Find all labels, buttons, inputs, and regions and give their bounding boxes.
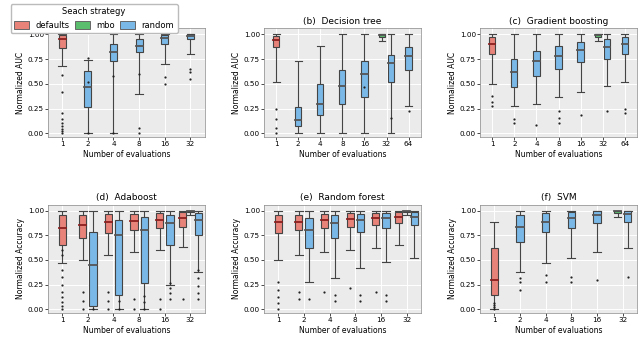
X-axis label: Number of evaluations: Number of evaluations bbox=[299, 326, 386, 335]
Bar bbox=[339, 70, 346, 104]
Bar bbox=[331, 215, 339, 238]
Bar bbox=[90, 232, 97, 307]
Bar bbox=[489, 37, 495, 54]
Bar bbox=[614, 210, 621, 214]
Bar bbox=[105, 214, 112, 233]
Bar bbox=[58, 35, 66, 48]
Bar bbox=[110, 44, 117, 61]
Bar bbox=[273, 36, 279, 47]
Bar bbox=[84, 71, 92, 106]
Bar bbox=[556, 46, 561, 69]
Bar bbox=[356, 214, 364, 232]
Y-axis label: Normalized Accuracy: Normalized Accuracy bbox=[232, 219, 241, 299]
Title: (c)  Gradient boosting: (c) Gradient boosting bbox=[509, 17, 608, 26]
Bar bbox=[295, 106, 301, 126]
Bar bbox=[305, 219, 312, 248]
Bar bbox=[156, 214, 163, 228]
Bar bbox=[403, 210, 410, 213]
Bar bbox=[58, 215, 66, 245]
Title: (b)  Decision tree: (b) Decision tree bbox=[303, 17, 381, 26]
Y-axis label: Normalized AUC: Normalized AUC bbox=[232, 52, 241, 114]
Bar bbox=[491, 248, 498, 294]
Bar bbox=[624, 210, 632, 222]
Bar bbox=[362, 61, 367, 97]
Bar bbox=[79, 215, 86, 238]
X-axis label: Number of evaluations: Number of evaluations bbox=[299, 150, 386, 159]
Title: (e)  Random forest: (e) Random forest bbox=[300, 193, 385, 203]
Bar bbox=[511, 59, 518, 87]
X-axis label: Number of evaluations: Number of evaluations bbox=[515, 326, 602, 335]
Bar bbox=[275, 215, 282, 233]
Bar bbox=[179, 213, 186, 227]
X-axis label: Number of evaluations: Number of evaluations bbox=[83, 326, 170, 335]
Bar bbox=[595, 35, 602, 37]
Y-axis label: Normalized Accuracy: Normalized Accuracy bbox=[448, 219, 457, 299]
Bar bbox=[533, 51, 540, 76]
Bar bbox=[568, 213, 575, 228]
Bar bbox=[317, 84, 323, 115]
Bar bbox=[166, 215, 173, 245]
Bar bbox=[115, 220, 122, 294]
Bar bbox=[621, 37, 628, 54]
Bar bbox=[577, 42, 584, 62]
X-axis label: Number of evaluations: Number of evaluations bbox=[515, 150, 602, 159]
Bar bbox=[593, 211, 600, 223]
Bar bbox=[388, 55, 394, 82]
Y-axis label: Normalized AUC: Normalized AUC bbox=[448, 52, 457, 114]
Bar bbox=[516, 215, 524, 242]
Bar bbox=[321, 214, 328, 228]
Bar bbox=[372, 214, 380, 225]
Title: (a)  Elastic net: (a) Elastic net bbox=[93, 17, 159, 26]
Bar bbox=[383, 214, 390, 228]
Title: (f)  SVM: (f) SVM bbox=[541, 193, 576, 203]
Bar bbox=[295, 215, 302, 230]
Bar bbox=[187, 210, 194, 213]
Bar bbox=[161, 35, 168, 44]
X-axis label: Number of evaluations: Number of evaluations bbox=[83, 150, 170, 159]
Bar bbox=[542, 214, 549, 232]
Bar bbox=[406, 47, 412, 70]
Bar bbox=[195, 214, 202, 235]
Bar bbox=[604, 40, 610, 59]
Bar bbox=[187, 35, 194, 40]
Title: (d)  Adaboost: (d) Adaboost bbox=[96, 193, 157, 203]
Bar bbox=[411, 213, 418, 225]
Bar bbox=[141, 218, 148, 283]
Y-axis label: Normalized AUC: Normalized AUC bbox=[16, 52, 25, 114]
Y-axis label: Normalized Accuracy: Normalized Accuracy bbox=[16, 219, 25, 299]
Bar bbox=[346, 214, 354, 227]
Bar bbox=[379, 35, 385, 37]
Legend: defaults, mbo, random: defaults, mbo, random bbox=[11, 4, 178, 33]
Bar bbox=[131, 214, 138, 230]
Bar bbox=[396, 213, 403, 223]
Bar bbox=[136, 40, 143, 52]
